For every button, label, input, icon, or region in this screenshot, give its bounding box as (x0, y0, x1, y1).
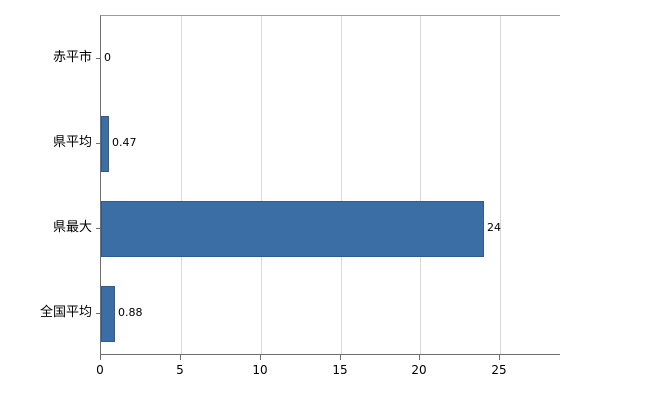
category-label: 県最大 (52, 220, 92, 235)
gridline (181, 16, 182, 354)
x-axis-tick-label: 5 (176, 363, 184, 377)
gridline (420, 16, 421, 354)
x-axis-tick (340, 355, 341, 360)
x-axis-tick-label: 20 (411, 363, 427, 377)
x-axis-tick-label: 10 (252, 363, 268, 377)
x-axis-tick (180, 355, 181, 360)
gridline (261, 16, 262, 354)
x-axis-tick (419, 355, 420, 360)
category-label: 全国平均 (39, 305, 92, 320)
category-label: 赤平市 (52, 50, 92, 65)
x-axis-tick (260, 355, 261, 360)
bar (101, 201, 484, 257)
bar (101, 116, 109, 172)
y-axis-tick (96, 143, 100, 144)
bar-value-label: 0.47 (112, 136, 137, 149)
x-axis-tick (499, 355, 500, 360)
y-axis-tick (96, 58, 100, 59)
category-label: 県平均 (52, 135, 92, 150)
bar-value-label: 0.88 (118, 306, 143, 319)
y-axis-tick (96, 228, 100, 229)
gridline (341, 16, 342, 354)
x-axis-tick-label: 15 (332, 363, 348, 377)
bar (101, 286, 115, 342)
bar-value-label: 0 (104, 51, 111, 64)
x-axis-tick-label: 25 (491, 363, 507, 377)
plot-area (100, 15, 560, 355)
gridline (500, 16, 501, 354)
bar-value-label: 24 (487, 221, 501, 234)
y-axis-tick (96, 313, 100, 314)
x-axis-tick (100, 355, 101, 360)
x-axis-tick-label: 0 (96, 363, 104, 377)
